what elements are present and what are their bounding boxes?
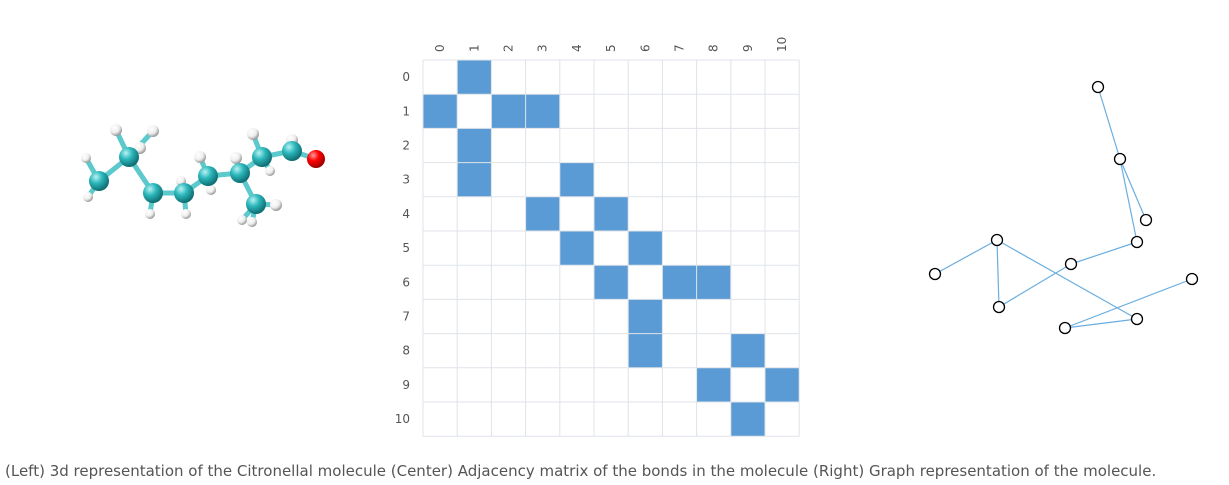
- matrix-column-label: 2: [502, 44, 516, 52]
- graph-node: [1130, 312, 1144, 326]
- matrix-cell-filled: [525, 196, 560, 231]
- matrix-column-label: 4: [570, 44, 584, 52]
- molecule-atoms: [81, 124, 325, 227]
- matrix-cell-filled: [525, 94, 560, 129]
- matrix-cell-filled: [662, 265, 697, 300]
- matrix-cell-filled: [594, 196, 629, 231]
- matrix-row-label: 4: [402, 207, 410, 221]
- hydrogen-atom: [230, 152, 242, 164]
- matrix-column-label: 9: [741, 44, 755, 52]
- matrix-row-label: 6: [402, 275, 410, 289]
- matrix-cell-filled: [559, 231, 594, 266]
- matrix-row-label: 1: [402, 104, 410, 118]
- matrix-row-label: 7: [402, 310, 410, 324]
- matrix-cell-filled: [696, 367, 731, 402]
- hydrogen-atom: [181, 209, 191, 219]
- carbon-atom: [89, 171, 109, 191]
- matrix-cell-filled: [423, 94, 458, 129]
- matrix-cell-filled: [559, 162, 594, 197]
- matrix-row-label: 8: [402, 344, 410, 358]
- matrix-cell-filled: [765, 367, 800, 402]
- carbon-atom: [246, 194, 266, 214]
- matrix-cell-filled: [628, 299, 663, 334]
- hydrogen-atom: [81, 153, 91, 163]
- matrix-cell-filled: [628, 333, 663, 368]
- graph-node: [1185, 272, 1199, 286]
- matrix-row-labels: 0 1 2 3 4 5 6 7 8 9 10: [395, 70, 410, 426]
- matrix-row-label: 3: [402, 173, 410, 187]
- graph-node: [1139, 213, 1153, 227]
- matrix-row-label: 0: [402, 70, 410, 84]
- graph-node: [1064, 257, 1078, 271]
- graph-edge: [1070, 241, 1138, 265]
- matrix-column-label: 6: [638, 44, 652, 52]
- graph-node: [992, 300, 1006, 314]
- hydrogen-atom: [110, 124, 122, 136]
- carbon-atom: [143, 183, 163, 203]
- graph-node: [1113, 152, 1127, 166]
- matrix-cell-filled: [730, 402, 765, 437]
- graph-edge: [1064, 278, 1193, 329]
- matrix-cell-filled: [457, 128, 492, 163]
- hydrogen-atom: [194, 151, 206, 163]
- figure-caption: (Left) 3d representation of the Citronel…: [5, 462, 1157, 480]
- matrix-row-label: 2: [402, 139, 410, 153]
- carbon-atom: [198, 166, 218, 186]
- oxygen-atom: [307, 150, 325, 168]
- matrix-column-label: 3: [536, 44, 550, 52]
- graph-node: [1130, 235, 1144, 249]
- graph-edge: [998, 263, 1072, 308]
- hydrogen-atom: [270, 199, 282, 211]
- matrix-column-label: 10: [775, 37, 789, 52]
- matrix-cell-filled: [491, 94, 526, 129]
- matrix-row-label: 5: [402, 241, 410, 255]
- hydrogen-atom: [206, 185, 216, 195]
- carbon-atom: [252, 147, 272, 167]
- hydrogen-atom: [237, 215, 247, 225]
- matrix-column-label: 8: [707, 44, 721, 52]
- graph-node: [990, 233, 1004, 247]
- graph-node: [1091, 80, 1105, 94]
- carbon-atom: [282, 141, 302, 161]
- carbon-atom: [230, 163, 250, 183]
- matrix-column-label: 1: [467, 44, 481, 52]
- graph-node: [1058, 321, 1072, 335]
- matrix-column-labels: 0 1 2 3 4 5 6 7 8 9 10: [433, 37, 789, 52]
- matrix-cell-filled: [457, 60, 492, 95]
- matrix-row-label: 9: [402, 378, 410, 392]
- matrix-cell-filled: [628, 231, 663, 266]
- graph-edge: [1119, 158, 1147, 221]
- graph-edge: [934, 239, 998, 275]
- matrix-cell-filled: [730, 333, 765, 368]
- carbon-atom: [119, 147, 139, 167]
- matrix-cell-filled: [457, 162, 492, 197]
- hydrogen-atom: [247, 217, 257, 227]
- graph-edge: [1119, 158, 1138, 243]
- hydrogen-atom: [83, 192, 93, 202]
- matrix-cell-filled: [594, 265, 629, 300]
- graph-nodes: [928, 80, 1199, 335]
- graph-edge: [1064, 318, 1138, 329]
- matrix-grid: [422, 59, 800, 437]
- matrix-column-label: 7: [673, 44, 687, 52]
- matrix-column-label: 0: [433, 44, 447, 52]
- graph-edge: [996, 239, 1000, 308]
- matrix-column-label: 5: [604, 44, 618, 52]
- hydrogen-atom: [247, 128, 259, 140]
- matrix-cells: [423, 60, 800, 437]
- graph-edge: [1097, 86, 1121, 160]
- graph-edges: [934, 86, 1193, 329]
- graph-edge: [996, 239, 1138, 320]
- carbon-atom: [174, 183, 194, 203]
- hydrogen-atom: [265, 166, 275, 176]
- graph-node: [928, 267, 942, 281]
- hydrogen-atom: [145, 209, 155, 219]
- hydrogen-atom: [147, 125, 159, 137]
- matrix-cell-filled: [696, 265, 731, 300]
- matrix-row-label: 10: [395, 412, 410, 426]
